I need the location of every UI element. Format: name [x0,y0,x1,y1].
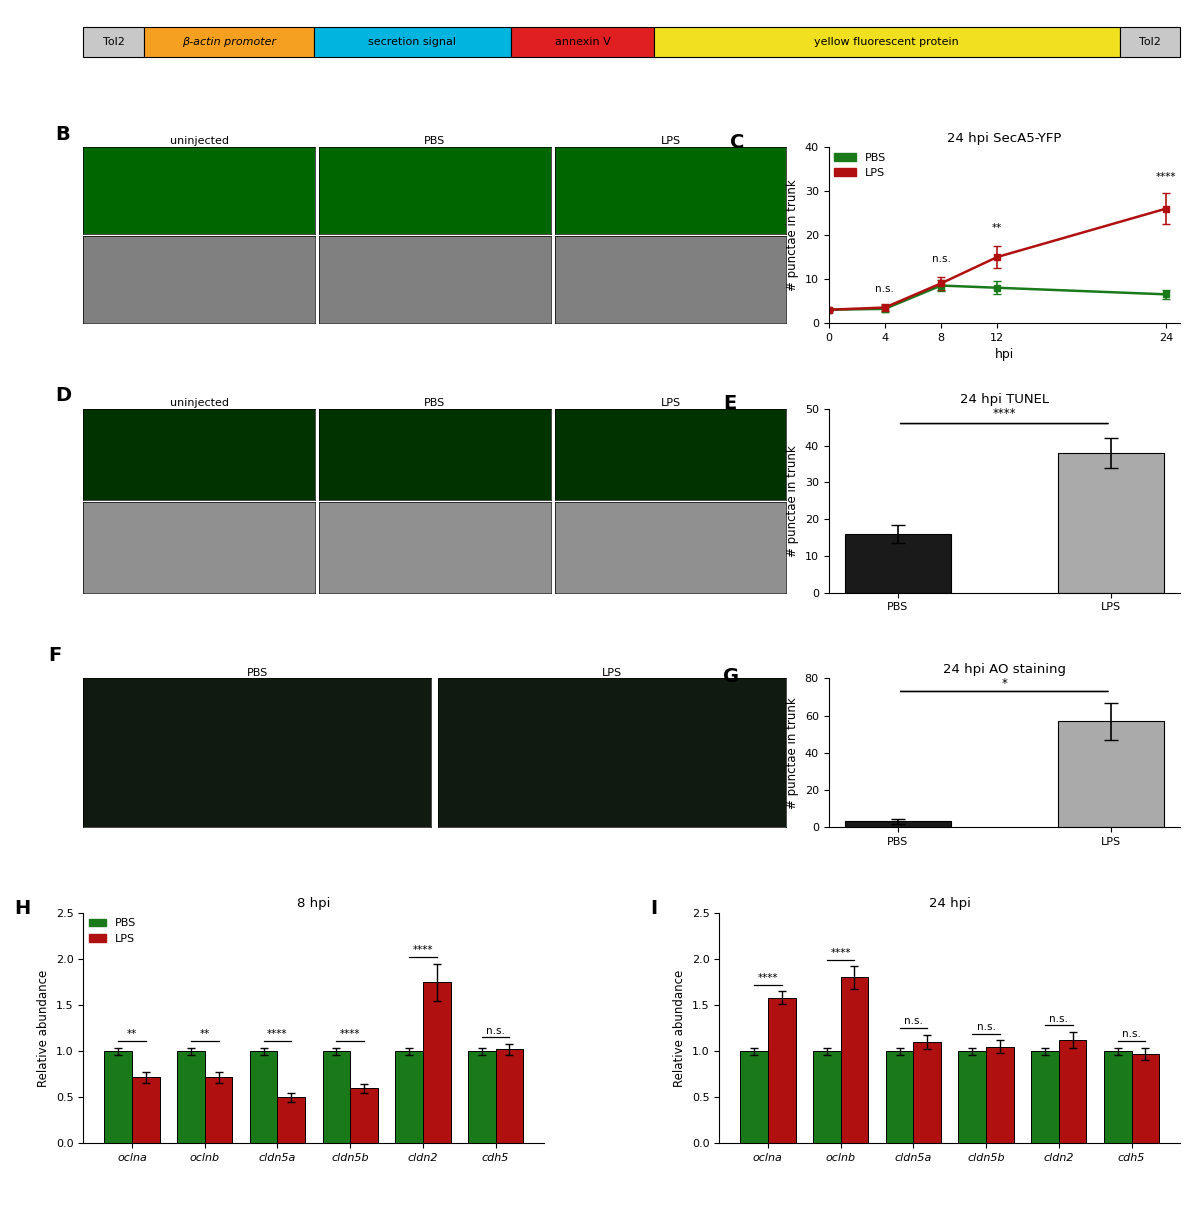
Bar [105,1051,132,1143]
X-axis label: hpi: hpi [994,348,1014,362]
Bar [83,27,144,57]
Bar [250,1051,278,1143]
Text: n.s.: n.s. [1122,1030,1141,1039]
Text: I: I [650,899,657,918]
Text: C: C [731,133,745,152]
Bar [1131,1054,1159,1143]
Text: Tol2: Tol2 [103,36,124,47]
Bar [468,1051,496,1143]
Bar [323,1051,350,1143]
Bar [768,998,795,1143]
Text: n.s.: n.s. [932,254,950,264]
Bar [986,1047,1013,1143]
Bar [740,1051,768,1143]
Bar [511,27,653,57]
Text: D: D [56,386,72,405]
Title: 8 hpi: 8 hpi [297,898,330,910]
Text: n.s.: n.s. [486,1026,505,1036]
Bar [840,978,868,1143]
Title: uninjected: uninjected [169,398,229,408]
Title: uninjected: uninjected [169,137,229,146]
Text: **: ** [992,223,1002,232]
Bar [205,1077,232,1143]
Bar [313,27,511,57]
Text: n.s.: n.s. [976,1022,995,1032]
Text: n.s.: n.s. [1049,1014,1068,1024]
Title: 24 hpi AO staining: 24 hpi AO staining [943,663,1066,676]
Bar [396,1051,423,1143]
Title: 24 hpi: 24 hpi [929,898,970,910]
Bar [423,983,451,1143]
Text: Tol2: Tol2 [1140,36,1161,47]
Bar [132,1077,160,1143]
Bar [1104,1051,1131,1143]
Text: E: E [724,394,737,413]
Text: **: ** [126,1030,137,1039]
Text: secretion signal: secretion signal [368,36,457,47]
Title: 24 hpi TUNEL: 24 hpi TUNEL [960,393,1049,407]
Text: annexin V: annexin V [554,36,610,47]
Title: 24 hpi SecA5-YFP: 24 hpi SecA5-YFP [948,132,1062,144]
Bar [845,822,951,826]
Y-axis label: # punctae in trunk: # punctae in trunk [787,445,799,557]
Text: B: B [56,126,70,144]
Y-axis label: Relative abundance: Relative abundance [37,969,50,1087]
Text: n.s.: n.s. [875,284,894,294]
Text: ****: **** [267,1030,287,1039]
Title: LPS: LPS [660,137,681,146]
Bar [913,1042,940,1143]
Bar [178,1051,205,1143]
Bar [1031,1051,1058,1143]
Text: G: G [724,667,739,686]
Text: ****: **** [412,945,433,956]
Text: ****: **** [758,973,778,983]
Legend: PBS, LPS: PBS, LPS [834,152,887,178]
Text: *: * [1001,676,1007,690]
Y-axis label: # punctae in trunk: # punctae in trunk [787,697,799,808]
Text: ****: **** [993,407,1016,420]
Bar [350,1088,378,1143]
Text: H: H [14,899,31,918]
Text: ****: **** [1156,172,1177,183]
Bar [1119,27,1180,57]
Text: β-actin promoter: β-actin promoter [181,36,275,47]
Bar [653,27,1119,57]
Bar [813,1051,840,1143]
Legend: PBS, LPS: PBS, LPS [89,918,136,944]
Text: yellow fluorescent protein: yellow fluorescent protein [814,36,960,47]
Text: F: F [49,646,62,664]
Text: ****: **** [831,949,851,958]
Title: LPS: LPS [660,398,681,408]
Y-axis label: Relative abundance: Relative abundance [673,969,687,1087]
Bar [1057,721,1165,826]
Bar [845,534,951,593]
Bar [1057,453,1165,593]
Title: LPS: LPS [602,668,622,678]
Bar [886,1051,913,1143]
Text: n.s.: n.s. [904,1016,923,1026]
Title: PBS: PBS [247,668,268,678]
Bar [958,1051,986,1143]
Title: PBS: PBS [424,398,446,408]
Title: PBS: PBS [424,137,446,146]
Y-axis label: # punctae in trunk: # punctae in trunk [787,179,799,290]
Bar [496,1049,523,1143]
Bar [144,27,313,57]
Text: **: ** [199,1030,210,1039]
Text: ****: **** [340,1030,360,1039]
Bar [278,1097,305,1143]
Bar [1058,1041,1086,1143]
